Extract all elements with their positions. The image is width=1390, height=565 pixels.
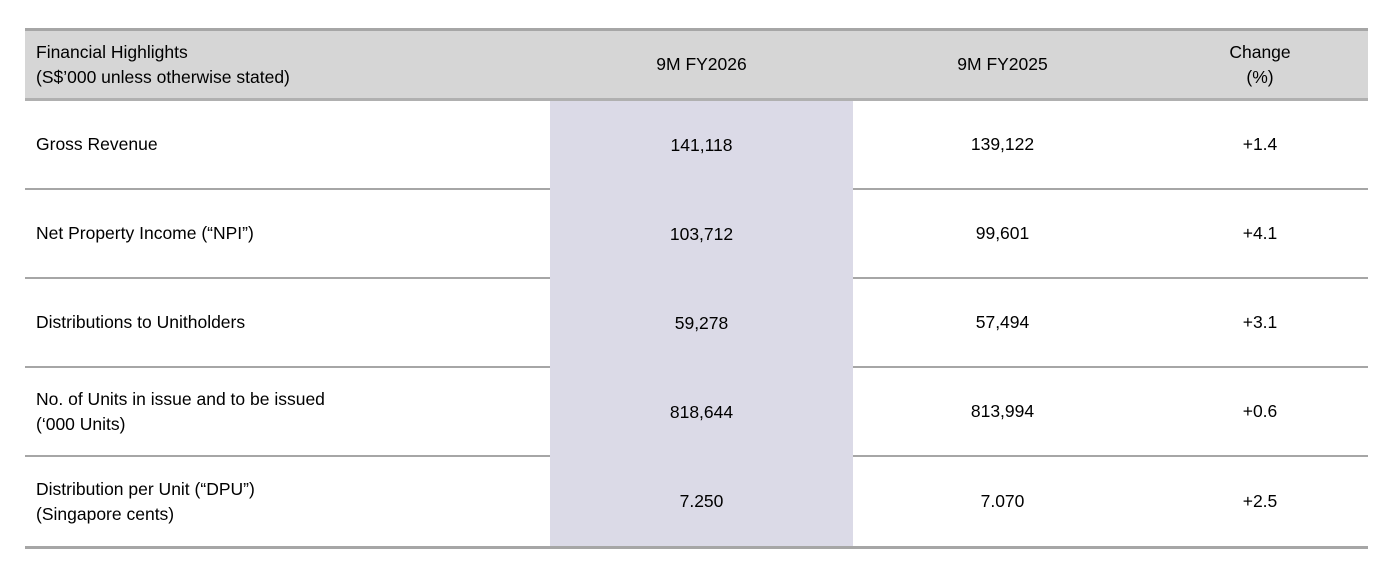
header-title-line2: (S$’000 unless otherwise stated) bbox=[36, 66, 290, 87]
table-row-gross-revenue: Gross Revenue 141,118 139,122 +1.4 bbox=[25, 101, 1368, 190]
table-row-distribution-per-unit: Distribution per Unit (“DPU”) (Singapore… bbox=[25, 457, 1368, 546]
header-title-line1: Financial Highlights bbox=[36, 41, 188, 62]
value-cell-change: +3.1 bbox=[1152, 279, 1368, 368]
value-change: +3.1 bbox=[1242, 312, 1278, 332]
table-header-row: Financial Highlights (S$’000 unless othe… bbox=[25, 28, 1368, 101]
value-cell-change: +4.1 bbox=[1152, 190, 1368, 279]
value-cell-fy2026: 103,712 bbox=[550, 190, 853, 279]
row-label-cell: Distribution per Unit (“DPU”) (Singapore… bbox=[25, 457, 550, 546]
value-cell-change: +1.4 bbox=[1152, 101, 1368, 190]
value-cell-fy2026: 141,118 bbox=[550, 101, 853, 190]
value-fy2025: 99,601 bbox=[975, 223, 1030, 243]
row-label-cell: Net Property Income (“NPI”) bbox=[25, 190, 550, 279]
value-cell-fy2025: 813,994 bbox=[853, 368, 1152, 457]
value-cell-fy2026: 7.250 bbox=[550, 457, 853, 546]
value-cell-fy2026: 818,644 bbox=[550, 368, 853, 457]
value-change: +2.5 bbox=[1242, 491, 1278, 511]
header-cell-9m-fy2025: 9M FY2025 bbox=[853, 31, 1152, 98]
row-label-cell: Gross Revenue bbox=[25, 101, 550, 190]
value-fy2026: 818,644 bbox=[669, 402, 734, 422]
header-9m-fy2026-label: 9M FY2026 bbox=[656, 54, 747, 74]
value-fy2025: 7.070 bbox=[980, 491, 1025, 511]
value-fy2026: 7.250 bbox=[679, 491, 724, 511]
row-label-cell: Distributions to Unitholders bbox=[25, 279, 550, 368]
row-label-line2: (‘000 Units) bbox=[36, 413, 126, 434]
header-cell-9m-fy2026: 9M FY2026 bbox=[550, 31, 853, 98]
value-fy2026: 59,278 bbox=[674, 313, 729, 333]
value-cell-fy2025: 7.070 bbox=[853, 457, 1152, 546]
row-label-line2: (Singapore cents) bbox=[36, 503, 175, 524]
header-cell-financial-highlights: Financial Highlights (S$’000 unless othe… bbox=[25, 31, 550, 98]
value-change: +4.1 bbox=[1242, 223, 1278, 243]
header-9m-fy2025-label: 9M FY2025 bbox=[957, 54, 1048, 74]
row-label-line1: Distributions to Unitholders bbox=[36, 312, 246, 332]
row-label-line1: Gross Revenue bbox=[36, 134, 158, 154]
value-fy2025: 813,994 bbox=[970, 401, 1035, 421]
value-fy2026: 103,712 bbox=[669, 224, 734, 244]
value-change: +0.6 bbox=[1242, 401, 1278, 421]
value-cell-fy2025: 139,122 bbox=[853, 101, 1152, 190]
value-cell-fy2025: 99,601 bbox=[853, 190, 1152, 279]
value-cell-change: +2.5 bbox=[1152, 457, 1368, 546]
row-label-line1: Net Property Income (“NPI”) bbox=[36, 223, 254, 243]
header-change-line1: Change bbox=[1229, 41, 1291, 62]
table-row-distributions-to-unitholders: Distributions to Unitholders 59,278 57,4… bbox=[25, 279, 1368, 368]
row-label-line1: Distribution per Unit (“DPU”) bbox=[36, 478, 255, 499]
value-fy2025: 139,122 bbox=[970, 134, 1035, 154]
row-label-cell: No. of Units in issue and to be issued (… bbox=[25, 368, 550, 457]
financial-highlights-table: Financial Highlights (S$’000 unless othe… bbox=[25, 28, 1368, 549]
value-fy2025: 57,494 bbox=[975, 312, 1030, 332]
row-label-line1: No. of Units in issue and to be issued bbox=[36, 388, 325, 409]
table-row-units-in-issue: No. of Units in issue and to be issued (… bbox=[25, 368, 1368, 457]
value-cell-change: +0.6 bbox=[1152, 368, 1368, 457]
header-change-line2: (%) bbox=[1246, 66, 1274, 87]
value-change: +1.4 bbox=[1242, 134, 1278, 154]
value-cell-fy2026: 59,278 bbox=[550, 279, 853, 368]
value-cell-fy2025: 57,494 bbox=[853, 279, 1152, 368]
table-row-net-property-income: Net Property Income (“NPI”) 103,712 99,6… bbox=[25, 190, 1368, 279]
value-fy2026: 141,118 bbox=[670, 135, 733, 155]
header-cell-change-pct: Change (%) bbox=[1152, 31, 1368, 98]
